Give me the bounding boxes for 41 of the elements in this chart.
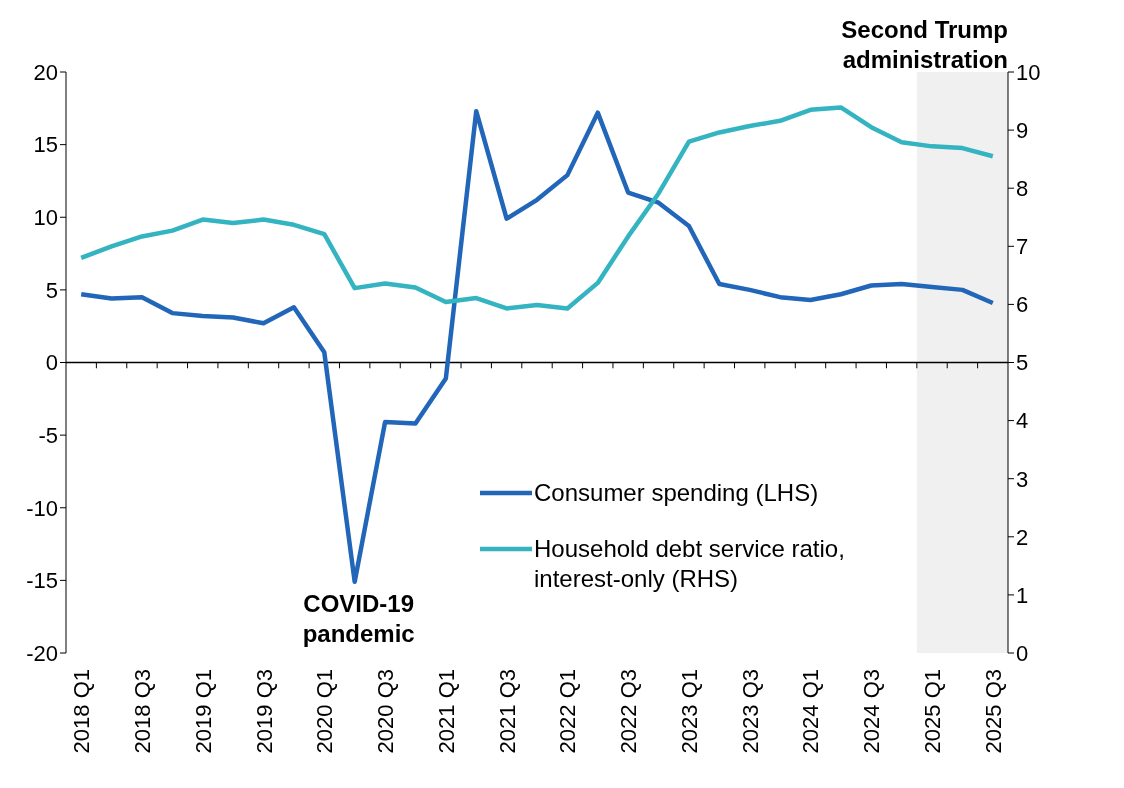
- y-tick-label: 10: [33, 205, 58, 231]
- y-tick-label: -15: [26, 568, 58, 594]
- y2-tick-label: 6: [1016, 292, 1029, 318]
- x-tick-label: 2022 Q3: [616, 669, 642, 754]
- x-tick-label: 2023 Q3: [737, 669, 763, 754]
- x-tick-label: 2025 Q3: [980, 669, 1006, 754]
- x-tick-label: 2025 Q1: [920, 669, 946, 754]
- y2-tick-label: 1: [1016, 582, 1029, 608]
- y2-tick-label: 9: [1016, 117, 1029, 143]
- x-tick-label: 2018 Q1: [69, 669, 95, 754]
- y-tick-label: 5: [45, 277, 58, 303]
- y-tick-label: -10: [26, 495, 58, 521]
- y2-tick-label: 5: [1016, 350, 1029, 376]
- x-tick-label: 2018 Q3: [129, 669, 155, 754]
- x-tick-label: 2021 Q1: [433, 669, 459, 754]
- x-tick-label: 2024 Q3: [859, 669, 885, 754]
- y2-tick-label: 7: [1016, 234, 1029, 260]
- legend-label: Consumer spending (LHS): [534, 478, 819, 508]
- x-tick-label: 2019 Q3: [251, 669, 277, 754]
- x-tick-label: 2024 Q1: [798, 669, 824, 754]
- y2-tick-label: 8: [1016, 176, 1029, 202]
- y-tick-label: -5: [38, 422, 58, 448]
- legend-label: Household debt service ratio, interest-only (RHS): [534, 534, 846, 594]
- x-tick-label: 2023 Q1: [676, 669, 702, 754]
- y-tick-label: -20: [26, 640, 58, 666]
- y2-tick-label: 0: [1016, 640, 1029, 666]
- y2-tick-label: 10: [1016, 59, 1041, 85]
- band-label: Second Trump administration: [841, 16, 1008, 73]
- y-tick-label: 0: [45, 350, 58, 376]
- x-tick-label: 2022 Q1: [555, 669, 581, 754]
- x-tick-label: 2020 Q1: [312, 669, 338, 754]
- y2-tick-label: 2: [1016, 524, 1029, 550]
- y-tick-label: 15: [33, 132, 58, 158]
- y-tick-label: 20: [33, 59, 58, 85]
- y2-tick-label: 4: [1016, 408, 1029, 434]
- line-series: [78, 105, 996, 311]
- y2-tick-label: 3: [1016, 466, 1029, 492]
- annotation: COVID-19 pandemic: [302, 589, 415, 647]
- x-tick-label: 2020 Q3: [373, 669, 399, 754]
- x-tick-label: 2021 Q3: [494, 669, 520, 754]
- x-tick-label: 2019 Q1: [190, 669, 216, 754]
